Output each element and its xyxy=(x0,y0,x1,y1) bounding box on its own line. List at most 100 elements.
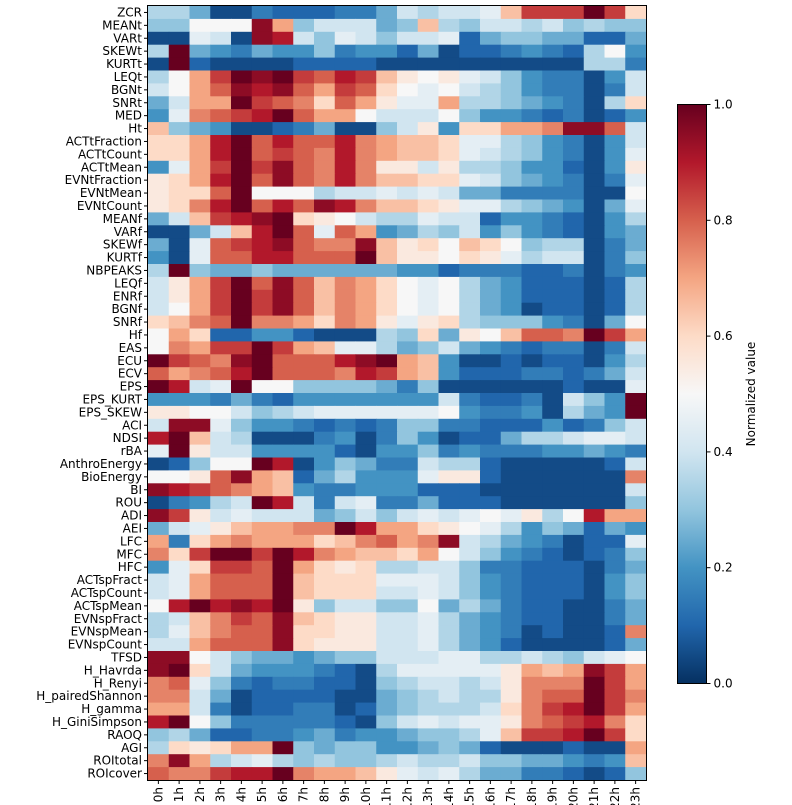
heatmap-cell xyxy=(397,689,419,704)
heatmap-cell xyxy=(334,186,357,201)
heatmap-cell xyxy=(500,741,523,755)
heatmap-cell xyxy=(459,18,481,33)
heatmap-cell xyxy=(210,431,232,446)
heatmap-cell xyxy=(251,754,274,768)
heatmap-cell xyxy=(314,186,336,201)
heatmap-cell xyxy=(272,238,294,252)
heatmap-cell xyxy=(500,354,523,368)
heatmap-cell xyxy=(500,676,523,691)
heatmap-cell xyxy=(563,418,585,433)
heatmap-cell xyxy=(542,380,564,394)
heatmap-cell xyxy=(438,57,460,72)
heatmap-cell xyxy=(376,444,398,459)
heatmap-cell xyxy=(210,509,232,523)
heatmap-cell xyxy=(604,147,626,162)
heatmap-cell xyxy=(542,44,564,59)
heatmap-cell xyxy=(334,31,357,46)
heatmap-cell xyxy=(168,6,191,20)
heatmap-cell xyxy=(625,418,647,433)
heatmap-cell xyxy=(148,276,170,291)
heatmap-cell xyxy=(480,328,502,342)
heatmap-cell xyxy=(480,341,502,355)
heatmap-cell xyxy=(293,186,315,201)
heatmap-cell xyxy=(438,651,460,665)
heatmap-cell xyxy=(293,341,315,355)
heatmap-cell xyxy=(583,160,606,175)
heatmap-cell xyxy=(314,741,336,755)
heatmap-cell xyxy=(583,70,606,84)
heatmap-cell xyxy=(293,109,315,123)
heatmap-cell xyxy=(293,225,315,239)
heatmap-cell xyxy=(500,547,523,562)
heatmap-cell xyxy=(417,289,440,304)
heatmap-cell xyxy=(334,212,357,226)
heatmap-cell xyxy=(521,289,543,304)
heatmap-cell xyxy=(355,122,377,136)
heatmap-cell xyxy=(168,457,191,471)
heatmap-cell xyxy=(272,522,294,536)
heatmap-cell xyxy=(272,573,294,588)
heatmap-cell xyxy=(293,6,315,20)
heatmap-cell xyxy=(272,264,294,278)
heatmap-cell xyxy=(314,83,336,97)
heatmap-cell xyxy=(542,160,564,175)
heatmap-cell xyxy=(625,573,647,588)
heatmap-cell xyxy=(583,405,606,420)
heatmap-cell xyxy=(604,199,626,213)
heatmap-cells xyxy=(148,6,647,781)
colorbar-label: Normalized value xyxy=(744,342,758,447)
heatmap-cell xyxy=(355,754,377,768)
heatmap-cell xyxy=(272,754,294,768)
heatmap-cell xyxy=(500,70,523,84)
heatmap-cell xyxy=(500,702,523,717)
heatmap-cell xyxy=(500,728,523,742)
heatmap-cell xyxy=(480,754,502,768)
heatmap-cell xyxy=(314,651,336,665)
heatmap-cell xyxy=(355,302,377,317)
heatmap-cell xyxy=(604,186,626,201)
heatmap-cell xyxy=(314,70,336,84)
heatmap-cell xyxy=(210,31,232,46)
heatmap-cell xyxy=(168,547,191,562)
heatmap-cell xyxy=(563,6,585,20)
heatmap-cell xyxy=(251,496,274,510)
heatmap-cell xyxy=(293,767,315,781)
heatmap-cell xyxy=(417,702,440,717)
heatmap-cell xyxy=(417,728,440,742)
heatmap-cell xyxy=(355,160,377,175)
heatmap-cell xyxy=(625,625,647,639)
heatmap-cell xyxy=(334,315,357,330)
heatmap-cell xyxy=(417,70,440,84)
heatmap-cell xyxy=(334,199,357,213)
heatmap-cell xyxy=(376,31,398,46)
heatmap-cell xyxy=(542,328,564,342)
heatmap-cell xyxy=(542,393,564,407)
heatmap-cell xyxy=(563,728,585,742)
heatmap-cell xyxy=(500,431,523,446)
heatmap-cell xyxy=(334,534,357,549)
heatmap-cell xyxy=(438,251,460,265)
heatmap-cell xyxy=(231,496,253,510)
heatmap-cell xyxy=(231,276,253,291)
heatmap-cell xyxy=(521,83,543,97)
heatmap-cell xyxy=(500,238,523,252)
heatmap-cell xyxy=(293,676,315,691)
heatmap-cell xyxy=(355,135,377,149)
heatmap-cell xyxy=(376,509,398,523)
heatmap-cell xyxy=(293,651,315,665)
heatmap-cell xyxy=(376,264,398,278)
heatmap-cell xyxy=(542,715,564,729)
column-label: 14h xyxy=(442,787,456,805)
heatmap-cell xyxy=(438,160,460,175)
heatmap-cell xyxy=(542,289,564,304)
heatmap-cell xyxy=(189,57,211,72)
heatmap-cell xyxy=(583,276,606,291)
heatmap-cell xyxy=(231,431,253,446)
heatmap-cell xyxy=(500,418,523,433)
heatmap-cell xyxy=(314,289,336,304)
heatmap-cell xyxy=(542,638,564,652)
heatmap-cell xyxy=(251,651,274,665)
heatmap-cell xyxy=(480,405,502,420)
heatmap-cell xyxy=(542,534,564,549)
heatmap-cell xyxy=(231,315,253,330)
